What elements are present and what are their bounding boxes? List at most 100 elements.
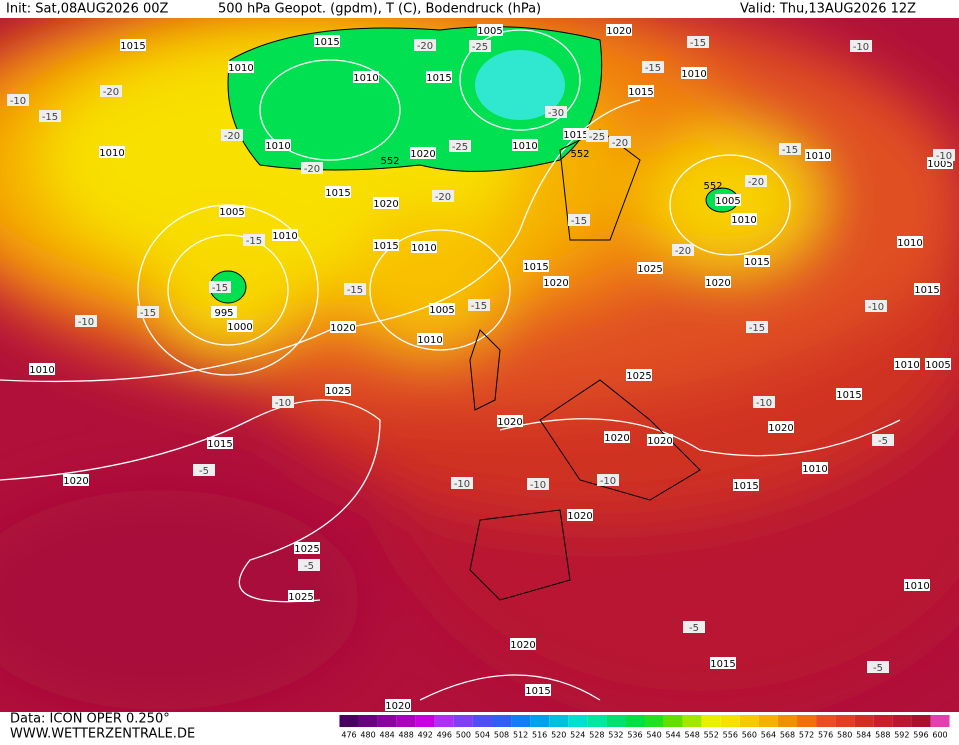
colorbar-label: 504 <box>475 731 490 740</box>
temperature-label: -10 <box>10 96 26 107</box>
pressure-label-box <box>120 39 146 51</box>
pressure-label: 1010 <box>512 141 537 152</box>
temperature-label-box <box>586 130 608 142</box>
colorbar-label: 592 <box>894 731 909 740</box>
pressure-label-box <box>637 262 663 274</box>
pressure-label-box <box>567 509 593 521</box>
temperature-label: -20 <box>748 177 764 188</box>
pressure-label-box <box>836 388 862 400</box>
pressure-label: 1015 <box>710 659 735 670</box>
colorbar-label: 560 <box>742 731 757 740</box>
header-bar <box>0 0 959 18</box>
pressure-label-box <box>211 306 237 318</box>
temperature-label: -20 <box>224 131 240 142</box>
colorbar-swatch <box>472 715 492 727</box>
colorbar-label: 580 <box>837 731 852 740</box>
pressure-label-box <box>768 421 794 433</box>
colorbar-swatch <box>911 715 931 727</box>
pressure-label-box <box>681 67 707 79</box>
pressure-label: 1015 <box>325 188 350 199</box>
temperature-label: -5 <box>689 623 699 634</box>
colorbar-label: 520 <box>551 731 566 740</box>
colorbar-swatch <box>434 715 454 727</box>
pressure-label: 1015 <box>628 87 653 98</box>
temperature-label-box <box>221 129 243 141</box>
pressure-label: 1015 <box>733 481 758 492</box>
temperature-label: -15 <box>749 323 765 334</box>
pressure-label-box <box>805 149 831 161</box>
temperature-label-box <box>137 306 159 318</box>
pressure-label: 995 <box>214 308 233 319</box>
pressure-label: 1015 <box>563 130 588 141</box>
pressure-label-box <box>626 369 652 381</box>
colorbar-swatch <box>701 715 721 727</box>
temperature-label: -25 <box>472 42 488 53</box>
pressure-label: 1005 <box>927 159 952 170</box>
temperature-label: -5 <box>878 436 888 447</box>
cold-core <box>475 50 565 120</box>
colorbar-swatch <box>568 715 588 727</box>
pressure-label-box <box>325 384 351 396</box>
colorbar-label: 516 <box>532 731 547 740</box>
pressure-label: 1010 <box>904 581 929 592</box>
colorbar-swatch <box>491 715 512 727</box>
temperature-label-box <box>850 40 872 52</box>
colorbar-label: 576 <box>818 731 833 740</box>
pressure-label-box <box>294 542 320 554</box>
pressure-label-box <box>733 479 759 491</box>
temperature-label-box <box>449 140 471 152</box>
pressure-label-box <box>265 139 291 151</box>
temperature-label-box <box>867 661 889 673</box>
temperature-label-box <box>642 61 664 73</box>
colorbar-label: 500 <box>456 731 471 740</box>
pressure-label: 1015 <box>914 285 939 296</box>
pressure-label-box <box>647 434 673 446</box>
colorbar-swatch <box>358 715 378 727</box>
temperature-label: -20 <box>103 87 119 98</box>
colorbar-swatch <box>587 715 607 727</box>
init-time: Init: Sat,08AUG2026 00Z <box>6 2 169 17</box>
colorbar-swatch <box>682 715 702 727</box>
geopotential-label: 552 <box>570 149 589 160</box>
pressure-label-box <box>523 260 549 272</box>
pressure-label: 1010 <box>272 231 297 242</box>
pressure-label: 1010 <box>228 63 253 74</box>
colorbar-label: 496 <box>437 731 452 740</box>
pressure-label-box <box>410 147 436 159</box>
pressure-label: 1020 <box>567 511 592 522</box>
pressure-label-box <box>411 241 437 253</box>
temperature-label: -25 <box>452 142 468 153</box>
pressure-label: 1010 <box>802 464 827 475</box>
temperature-label-box <box>468 299 490 311</box>
colorbar-swatch <box>777 715 798 727</box>
temperature-label-box <box>298 559 320 571</box>
pressure-label: 1025 <box>325 386 350 397</box>
temperature-label-box <box>545 106 567 118</box>
colorbar-label: 600 <box>932 731 947 740</box>
pressure-label: 1005 <box>715 196 740 207</box>
colorbar-swatch <box>835 715 855 727</box>
colorbar-label: 476 <box>341 731 356 740</box>
temperature-label: -15 <box>571 216 587 227</box>
colorbar-label: 548 <box>685 731 700 740</box>
pressure-label: 1010 <box>411 243 436 254</box>
data-source: Data: ICON OPER 0.250° <box>10 712 170 727</box>
pressure-label-box <box>606 24 632 36</box>
pressure-label: 1005 <box>429 305 454 316</box>
temperature-label: -20 <box>417 41 433 52</box>
pressure-label: 1010 <box>29 365 54 376</box>
colorbar-swatch <box>339 715 359 727</box>
temperature-label: -10 <box>936 151 952 162</box>
temperature-label-box <box>527 478 549 490</box>
colorbar-swatch <box>644 715 664 727</box>
pressure-label: 1010 <box>731 215 756 226</box>
pressure-label: 1015 <box>525 686 550 697</box>
colorbar-swatch <box>797 715 817 727</box>
temperature-label-box <box>7 94 29 106</box>
pressure-label: 1025 <box>626 371 651 382</box>
temperature-label: -15 <box>212 283 228 294</box>
temperature-label: -10 <box>454 479 470 490</box>
pressure-label-box <box>914 283 940 295</box>
pressure-label-box <box>353 71 379 83</box>
temperature-label-box <box>301 162 323 174</box>
